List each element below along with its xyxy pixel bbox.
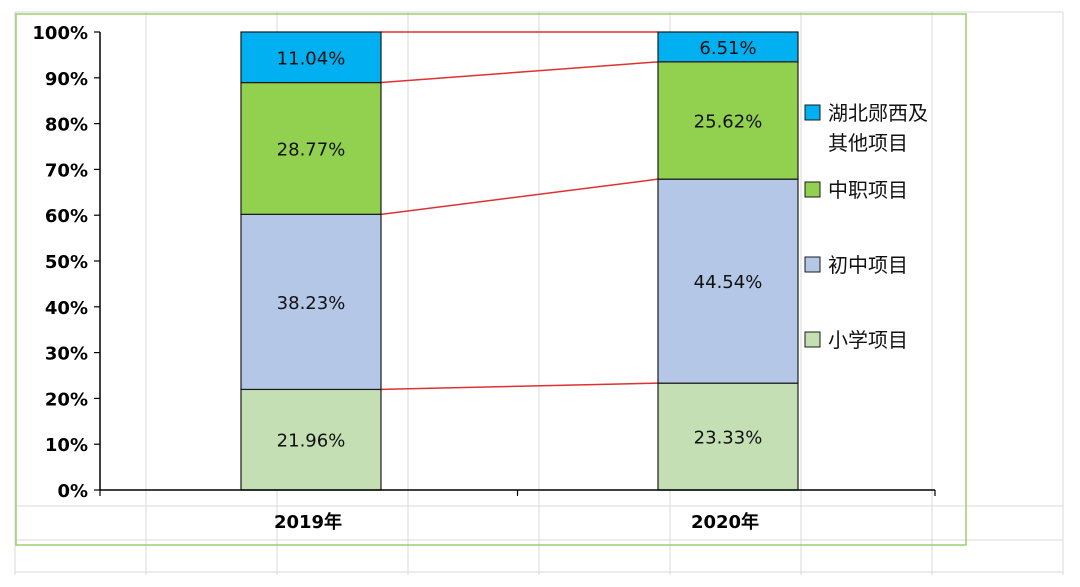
legend-label: 小学项目: [828, 328, 908, 352]
legend-label: 湖北郧西及: [828, 101, 928, 125]
y-tick-label: 90%: [45, 69, 88, 90]
legend-swatch: [804, 181, 821, 198]
legend-swatch: [804, 331, 821, 348]
chart-frame: [15, 13, 967, 546]
data-label: 11.04%: [277, 48, 346, 69]
series-line: [380, 382, 659, 391]
legend-swatch: [804, 256, 821, 273]
bar-segment: [657, 382, 799, 491]
legend-swatch: [804, 104, 821, 121]
y-tick-label: 40%: [45, 298, 88, 319]
y-tick-label: 70%: [45, 160, 88, 181]
y-tick-label: 20%: [45, 389, 88, 410]
bar-segment: [240, 31, 382, 84]
data-label: 21.96%: [277, 431, 346, 452]
bar-segment: [657, 31, 799, 63]
data-label: 28.77%: [277, 139, 346, 160]
data-label: 38.23%: [277, 293, 346, 314]
y-tick-label: 50%: [45, 252, 88, 273]
x-tick-label: 2020年: [691, 511, 759, 533]
y-tick-label: 60%: [45, 206, 88, 227]
bar-segment: [657, 61, 799, 180]
data-label: 6.51%: [699, 38, 756, 59]
legend-label: 中职项目: [828, 178, 908, 202]
data-label: 44.54%: [694, 272, 763, 293]
frame-border: [15, 13, 967, 546]
axes: 0% 10% 20% 30% 40% 50% 60% 70% 80% 90% 100% 2019年 20…: [32, 23, 936, 533]
series-line: [380, 178, 659, 216]
bar-segment: [240, 388, 382, 491]
series-line: [380, 61, 659, 84]
legend-label: 其他项目: [828, 131, 908, 155]
data-label: 23.33%: [694, 428, 763, 449]
bar-segment: [657, 178, 799, 384]
legend-label: 初中项目: [828, 253, 908, 277]
series-connector-lines: [380, 31, 659, 391]
bar-segment: [240, 81, 382, 215]
y-tick-label: 30%: [45, 344, 88, 365]
x-tick-label: 2019年: [274, 511, 342, 533]
y-tick-label: 10%: [45, 435, 88, 456]
bar-segment: [240, 213, 382, 391]
bars: 21.96% 38.23% 28.77% 11.04% 23.33% 44.54% 25.6…: [240, 31, 799, 491]
y-tick-label: 0%: [57, 481, 88, 502]
y-tick-label: 80%: [45, 115, 88, 136]
y-tick-label: 100%: [32, 23, 88, 44]
data-label: 25.62%: [694, 111, 763, 132]
